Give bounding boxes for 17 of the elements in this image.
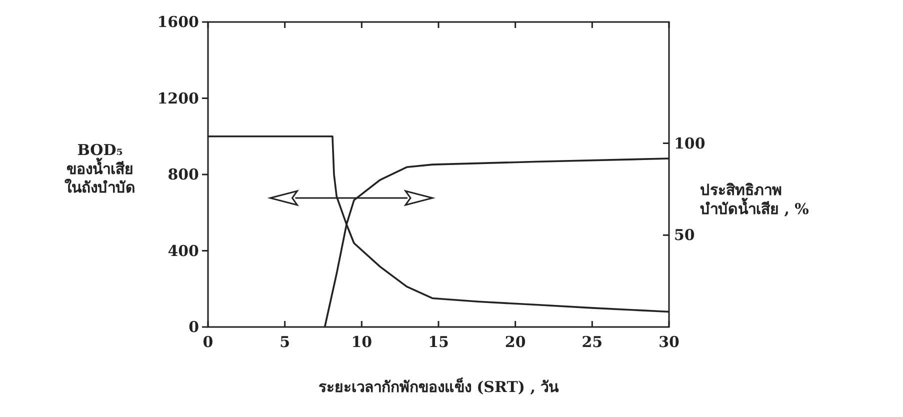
x-tick-label: 25 (582, 333, 603, 351)
y2-axis-title: ประสิทธิภาพ บำบัดน้ำเสีย , % (700, 181, 809, 218)
y-tick-label: 800 (168, 166, 199, 184)
y-tick-label: 400 (168, 242, 199, 260)
y-axis-title: BOD₅ ของน้ำเสีย ในถังบำบัด (64, 141, 136, 196)
y2-tick-label: 100 (674, 134, 706, 152)
x-tick-label: 10 (351, 333, 372, 351)
x-tick-label: 15 (428, 333, 449, 351)
x-tick-label: 5 (280, 333, 290, 351)
y-tick-label: 0 (188, 318, 199, 336)
y2-tick-label: 50 (674, 226, 695, 244)
x-tick-label: 20 (504, 333, 526, 351)
y-tick-label: 1200 (157, 89, 199, 108)
x-tick-label: 0 (202, 333, 214, 351)
x-tick-label: 30 (658, 333, 680, 351)
y-tick-label: 1600 (157, 13, 199, 31)
x-axis-title: ระยะเวลากักพักของแข็ง (SRT) , วัน (318, 377, 560, 396)
